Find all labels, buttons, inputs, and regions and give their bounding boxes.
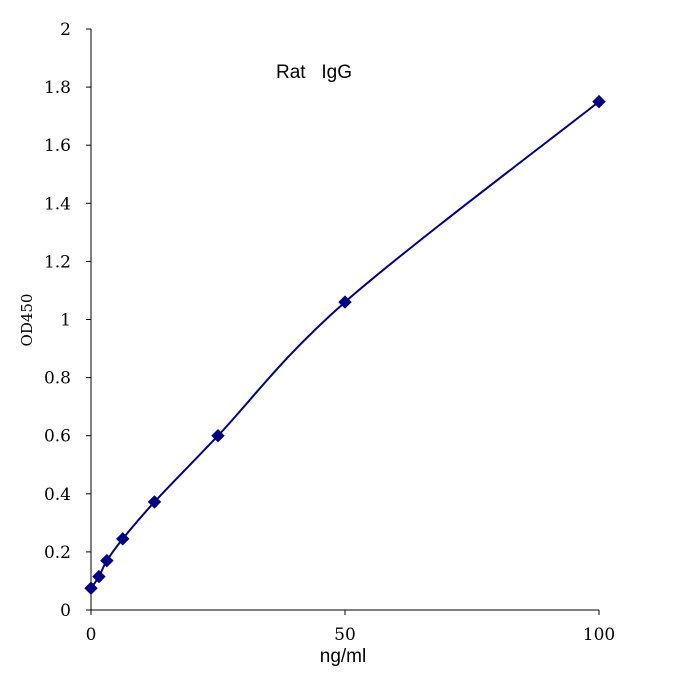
x-tick-label: 50 [334, 625, 356, 645]
data-point [147, 495, 162, 509]
y-tick-label: 1 [60, 311, 71, 331]
data-point [92, 569, 106, 584]
x-tick-label: 100 [583, 625, 615, 645]
data-point [338, 295, 352, 309]
y-tick-label: 1.8 [44, 78, 71, 98]
ticks: 0 0.2 0.4 0.6 0.8 1 1.2 1.4 1.6 1.8 2 0 50 100 [44, 20, 615, 645]
y-tick-label: 2 [60, 20, 71, 40]
y-axis-label: OD450 [18, 294, 36, 347]
y-tick-label: 0.8 [44, 369, 71, 389]
y-tick-label: 1.6 [44, 136, 71, 156]
data-point [116, 532, 130, 546]
y-tick-label: 0.2 [44, 543, 71, 563]
y-tick-label: 1.2 [44, 252, 71, 272]
series-line [90, 100, 600, 589]
y-tick-label: 0 [60, 601, 71, 621]
data-point [211, 428, 225, 443]
x-axis-label: ng/ml [320, 646, 366, 667]
y-tick-label: 0.4 [44, 485, 71, 505]
data-point [84, 581, 98, 595]
data-point [592, 94, 606, 109]
x-tick-label: 0 [86, 625, 97, 645]
chart-title: Rat IgG [276, 62, 352, 83]
y-tick-label: 0.6 [44, 427, 71, 447]
series-layer [84, 94, 606, 595]
data-point [100, 553, 114, 568]
y-tick-label: 1.4 [44, 194, 71, 214]
axes [90, 29, 599, 611]
